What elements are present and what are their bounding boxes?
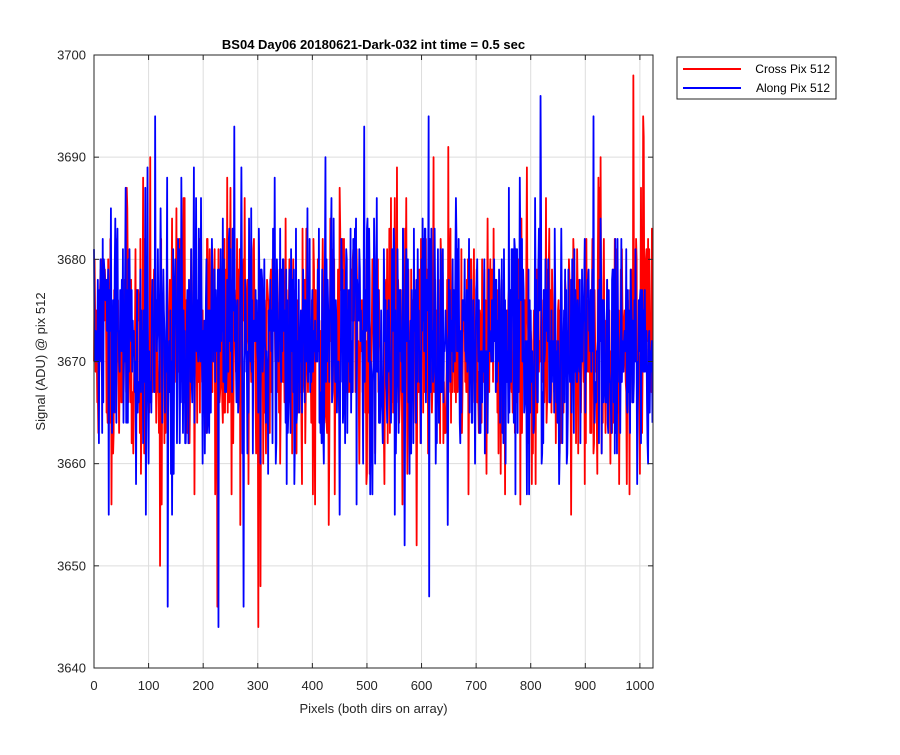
x-tick-label: 700 — [465, 678, 487, 693]
x-tick-label: 300 — [247, 678, 269, 693]
chart-title: BS04 Day06 20180621-Dark-032 int time = … — [222, 37, 525, 52]
legend: Cross Pix 512 Along Pix 512 — [676, 56, 837, 100]
x-tick-label: 0 — [90, 678, 97, 693]
legend-label-along: Along Pix 512 — [756, 81, 830, 95]
x-tick-label: 400 — [302, 678, 324, 693]
x-tick-label: 1000 — [625, 678, 654, 693]
y-tick-label: 3690 — [57, 150, 86, 165]
y-tick-label: 3700 — [57, 48, 86, 63]
series-layer — [93, 74, 654, 629]
y-tick-label: 3640 — [57, 661, 86, 676]
y-tick-label: 3650 — [57, 558, 86, 573]
x-tick-label: 100 — [138, 678, 160, 693]
y-axis-label: Signal (ADU) @ pix 512 — [33, 292, 48, 430]
x-tick-label: 200 — [192, 678, 214, 693]
series-line-along-pix-512 — [93, 94, 654, 629]
x-tick-label: 600 — [411, 678, 433, 693]
y-tick-label: 3660 — [57, 456, 86, 471]
x-tick-label: 800 — [520, 678, 542, 693]
legend-label-cross: Cross Pix 512 — [755, 62, 830, 76]
y-tick-label: 3670 — [57, 354, 86, 369]
tick-layer — [93, 54, 653, 669]
y-tick-labels: 3640 3650 3660 3670 3680 3690 3700 — [57, 48, 86, 676]
x-axis-label: Pixels (both dirs on array) — [299, 701, 447, 716]
x-tick-label: 500 — [356, 678, 378, 693]
legend-box — [676, 56, 837, 100]
x-tick-label: 900 — [574, 678, 596, 693]
y-tick-label: 3680 — [57, 252, 86, 267]
x-tick-labels: 0 100 200 300 400 500 600 700 800 900 1000 — [90, 678, 654, 693]
